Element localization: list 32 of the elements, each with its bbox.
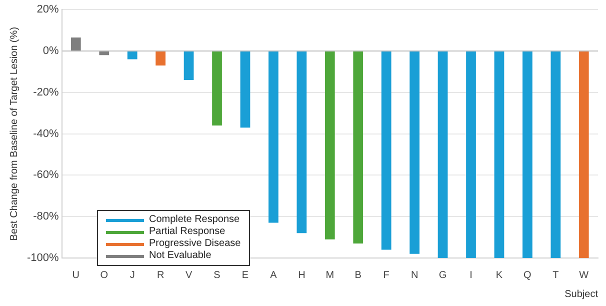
x-tick-label: K — [496, 270, 503, 281]
x-tick-label: B — [354, 270, 362, 281]
x-tick-label: E — [242, 270, 249, 281]
x-tick-label: M — [326, 270, 334, 281]
y-tick-label: 20% — [36, 4, 59, 16]
y-tick-label: 0% — [42, 45, 60, 58]
x-tick-label: A — [270, 270, 278, 281]
x-tick-label: V — [185, 270, 192, 281]
x-tick-label: S — [214, 270, 221, 281]
y-tick-label: -80% — [33, 210, 60, 223]
x-tick-label: I — [470, 270, 472, 281]
x-tick-label: W — [579, 270, 590, 281]
x-tick-label: Q — [524, 270, 532, 281]
x-tick-label: R — [156, 270, 164, 281]
y-axis-title: Best Change from Baseline of Target Lesion (%) — [8, 26, 20, 241]
x-tick-label: G — [438, 270, 447, 281]
legend-label: Complete Response — [149, 214, 240, 226]
y-tick-label: -20% — [33, 86, 60, 98]
x-tick-label: F — [383, 270, 390, 281]
x-tick-label: J — [130, 270, 135, 281]
x-tick-label: O — [100, 270, 108, 281]
x-tick-label: H — [298, 270, 306, 281]
legend-label: Not Evaluable — [149, 250, 212, 262]
x-tick-label: T — [552, 270, 559, 281]
x-axis-title: Subject — [564, 288, 598, 300]
y-tick-label: -60% — [33, 169, 60, 182]
legend-label: Progressive Disease — [149, 238, 241, 250]
legend-label: Partial Response — [149, 226, 226, 238]
y-tick-label: -40% — [33, 128, 60, 140]
y-tick-label: -100% — [27, 252, 60, 264]
x-tick-label: N — [410, 270, 418, 281]
x-tick-label: U — [72, 270, 80, 281]
